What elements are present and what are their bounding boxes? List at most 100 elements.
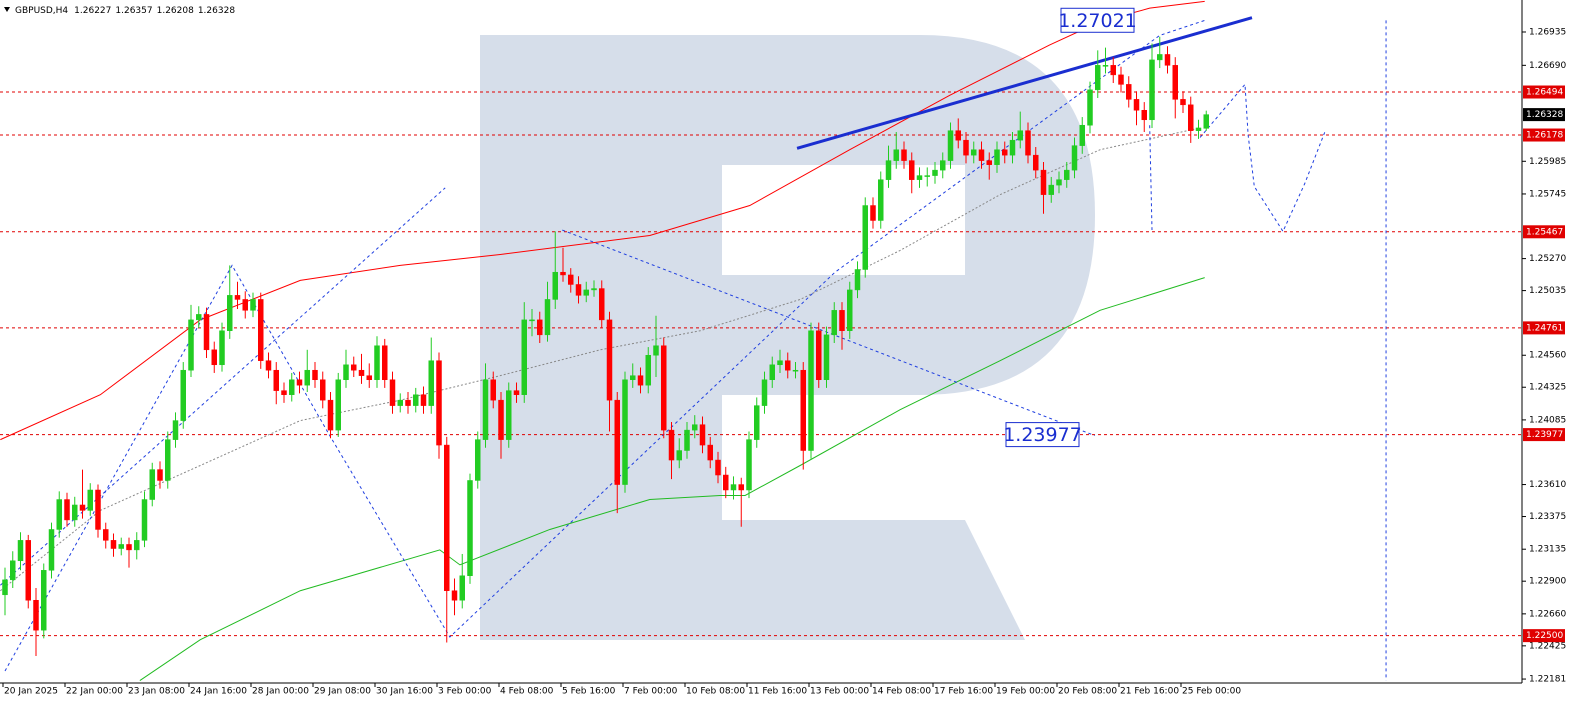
- y-tick-label: 1.22425: [1529, 641, 1566, 651]
- candle-body: [289, 379, 295, 395]
- y-tick-label: 1.24325: [1529, 383, 1566, 393]
- candle-body: [1033, 154, 1039, 171]
- candle-body: [1079, 124, 1085, 146]
- candle-body: [1172, 65, 1178, 100]
- candle-body: [924, 175, 930, 177]
- candle-body: [482, 379, 489, 440]
- candle-body: [978, 149, 985, 161]
- y-tick-label: 1.22181: [1529, 675, 1566, 685]
- candle-body: [304, 369, 310, 386]
- x-tick-label: 13 Feb 00:00: [810, 687, 869, 697]
- candle-body: [374, 345, 380, 380]
- candle-body: [630, 375, 636, 380]
- candle-body: [1188, 104, 1194, 131]
- overlay-line: [796, 16, 1253, 150]
- candle-body: [219, 330, 225, 366]
- candle-body: [893, 149, 899, 161]
- candle-body: [901, 149, 907, 161]
- candle-body: [800, 369, 806, 451]
- candle-body: [10, 560, 16, 581]
- candle-body: [1141, 109, 1147, 121]
- candle-body: [2, 579, 8, 596]
- candle-body: [971, 149, 977, 156]
- candle-body: [916, 175, 923, 180]
- level-label: 1.25467: [1526, 227, 1563, 237]
- candle-body: [986, 160, 992, 165]
- candle-body: [537, 319, 543, 336]
- candle-body: [188, 319, 194, 371]
- y-tick-label: 1.25035: [1529, 286, 1566, 296]
- level-label-box: [1523, 321, 1565, 335]
- candle-body: [64, 499, 70, 521]
- candle-body: [668, 429, 675, 461]
- x-tick-label: 20 Feb 08:00: [1058, 687, 1117, 697]
- candle-body: [273, 369, 279, 391]
- candle-body: [947, 130, 954, 161]
- x-tick-label: 25 Feb 00:00: [1182, 687, 1241, 697]
- candle-body: [653, 345, 659, 356]
- candle-body: [165, 439, 171, 481]
- y-tick-label: 1.25270: [1529, 254, 1566, 264]
- candle-body: [405, 399, 411, 406]
- level-label: 1.24761: [1526, 323, 1563, 333]
- candle-body: [227, 295, 233, 331]
- candle-body: [33, 599, 39, 631]
- candle-body: [645, 354, 651, 386]
- candle-body: [281, 390, 287, 395]
- menu-triangle[interactable]: [4, 7, 10, 12]
- candle-body: [1149, 59, 1155, 121]
- overlay-line: [139, 277, 1205, 681]
- candle-body: [785, 360, 791, 371]
- candle-body: [544, 299, 551, 336]
- level-label-box: [1523, 428, 1565, 442]
- x-tick-label: 7 Feb 00:00: [624, 687, 678, 697]
- candle-body: [792, 369, 799, 372]
- candle-body: [606, 319, 613, 401]
- candle-body: [1071, 145, 1078, 171]
- level-label-box: [1523, 225, 1565, 239]
- annotation-label: 1.27021: [1058, 10, 1137, 32]
- candle-body: [831, 310, 837, 336]
- x-tick-label: 24 Jan 16:00: [190, 687, 247, 697]
- candle-body: [746, 439, 752, 491]
- candle-body: [940, 160, 946, 171]
- candle-body: [327, 399, 334, 431]
- candle-body: [382, 345, 388, 380]
- candle-body: [684, 429, 690, 451]
- candle-body: [475, 439, 481, 481]
- y-tick-label: 1.25985: [1529, 157, 1566, 167]
- x-tick-label: 10 Feb 08:00: [686, 687, 745, 697]
- candle-body: [312, 369, 318, 380]
- candle-body: [397, 399, 403, 406]
- candle-body: [79, 504, 86, 511]
- candle-body: [351, 364, 357, 371]
- candle-body: [614, 399, 620, 485]
- candle-body: [1164, 54, 1171, 66]
- candle-body: [250, 299, 256, 311]
- candle-body: [994, 149, 1000, 165]
- candle-body: [1195, 127, 1202, 131]
- level-label-box: [1523, 85, 1565, 99]
- candle-body: [1180, 99, 1186, 106]
- candle-body: [816, 330, 822, 380]
- current-price-box: [1523, 108, 1565, 122]
- level-label: 1.23977: [1526, 430, 1563, 440]
- candle-body: [754, 405, 760, 440]
- candle-body: [172, 420, 179, 440]
- candle-body: [575, 284, 582, 296]
- candle-body: [490, 379, 496, 401]
- candle-body: [320, 379, 326, 401]
- candle-body: [1095, 65, 1101, 91]
- candle-body: [862, 205, 868, 270]
- candle-body: [963, 139, 969, 156]
- overlay-line: [1199, 83, 1326, 233]
- x-tick-label: 22 Jan 00:00: [66, 687, 123, 697]
- candle-body: [1118, 74, 1124, 85]
- y-tick-label: 1.23610: [1529, 480, 1566, 490]
- candle-body: [265, 360, 272, 371]
- y-tick-label: 1.23135: [1529, 545, 1566, 555]
- candle-body: [118, 544, 124, 549]
- open: 1.26227: [74, 6, 111, 16]
- candle-body: [72, 504, 78, 521]
- y-tick-label: 1.24085: [1529, 415, 1566, 425]
